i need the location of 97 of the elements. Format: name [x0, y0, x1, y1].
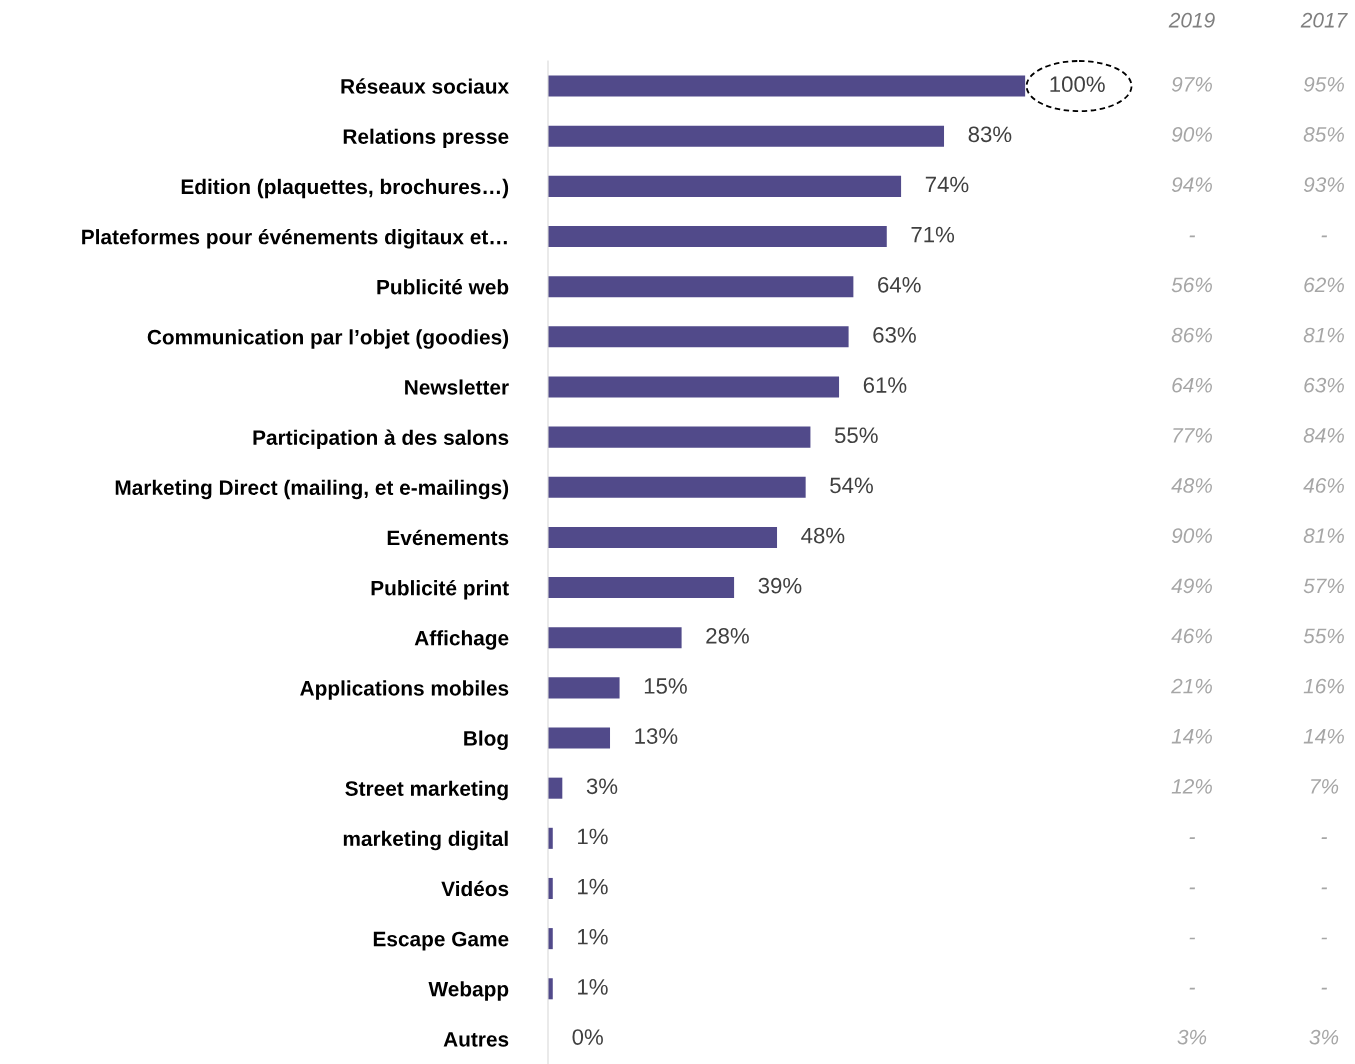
data-label: 83%	[968, 126, 1012, 143]
y-tick-label: Vidéos	[441, 880, 509, 897]
bar	[548, 526, 778, 548]
text: 48%	[1171, 478, 1212, 493]
text: 90%	[1171, 528, 1212, 544]
y-tick-label: Evénements	[387, 529, 509, 546]
text: -	[1189, 937, 1195, 940]
y-tick-label: Publicité print	[371, 579, 509, 600]
data-label: 3%	[586, 778, 618, 795]
text: 86%	[1171, 327, 1212, 343]
y-tick-label: Marketing Direct (mailing, et e-mailings)	[115, 479, 509, 500]
text: 97%	[1171, 76, 1212, 92]
data-label: 1%	[578, 878, 608, 895]
y-tick-label: marketing digital	[343, 830, 508, 851]
text: 16%	[1303, 678, 1344, 694]
y-tick-label: Webapp	[428, 981, 509, 1001]
text: 21%	[1171, 678, 1212, 694]
text: -	[1321, 235, 1327, 238]
data-label: 39%	[758, 577, 802, 594]
text: 77%	[1173, 428, 1212, 443]
data-label: 48%	[801, 527, 845, 544]
data-label: 54%	[830, 477, 873, 494]
data-label: 64%	[878, 276, 921, 293]
text: 64%	[1172, 377, 1212, 393]
y-tick-label: Plateformes pour événements digitaux et…	[82, 228, 507, 249]
y-tick-label: Applications mobiles	[300, 680, 509, 700]
bar	[548, 125, 945, 147]
y-tick-label: Réseaux sociaux	[341, 78, 509, 94]
y-tick-label: Autres	[443, 1032, 509, 1047]
data-label: 13%	[635, 728, 678, 744]
text: 93%	[1303, 177, 1344, 192]
text: -	[1189, 987, 1195, 990]
bar	[548, 376, 840, 398]
bar	[548, 326, 849, 348]
text: 90%	[1171, 127, 1212, 142]
text: 46%	[1303, 478, 1344, 493]
y-tick-label: Relations presse	[343, 128, 509, 149]
bar	[548, 476, 806, 498]
y-tick-label: Communication par l’objet (goodies)	[147, 329, 509, 349]
bar	[548, 577, 735, 599]
bar	[548, 426, 811, 448]
y-tick-label: Blog	[464, 730, 508, 750]
data-label: 100%	[1050, 76, 1105, 93]
y-tick-label: Street marketing	[345, 780, 508, 801]
text: 84%	[1303, 427, 1344, 443]
y-tick-label: Newsletter	[405, 379, 509, 395]
bar	[548, 627, 682, 649]
text: 2019	[1168, 12, 1215, 28]
bar	[548, 276, 854, 298]
bar	[548, 225, 887, 248]
text: 62%	[1304, 277, 1344, 293]
y-tick-label: Publicité web	[377, 278, 509, 295]
bar	[548, 75, 1026, 97]
y-tick-label: Affichage	[414, 630, 509, 650]
y-tick-label: Escape Game	[373, 931, 509, 951]
text: 14%	[1303, 728, 1344, 744]
data-label: 63%	[873, 327, 916, 343]
text: 63%	[1304, 377, 1344, 393]
data-label: 1%	[578, 828, 608, 845]
bar	[548, 677, 620, 699]
text: 49%	[1171, 578, 1212, 594]
text: 3%	[1309, 1029, 1339, 1045]
text: 81%	[1303, 327, 1344, 343]
text: 95%	[1303, 76, 1344, 92]
text: -	[1189, 887, 1195, 890]
text: 14%	[1171, 728, 1212, 744]
y-tick-label: Participation à des salons	[253, 429, 509, 450]
text: -	[1189, 235, 1195, 238]
text: 12%	[1171, 779, 1212, 794]
bar	[548, 175, 902, 197]
data-label: 1%	[578, 979, 608, 995]
data-label: 55%	[834, 427, 878, 444]
data-label: 74%	[925, 176, 969, 193]
data-label: 1%	[578, 928, 608, 945]
text: -	[1321, 987, 1327, 990]
data-label: 61%	[863, 377, 907, 393]
data-label: 15%	[644, 678, 687, 694]
text: 3%	[1177, 1029, 1207, 1045]
text: 55%	[1303, 628, 1344, 644]
data-label: 71%	[911, 226, 955, 243]
bar	[548, 727, 611, 749]
text: 7%	[1311, 779, 1339, 794]
text: -	[1189, 837, 1195, 839]
text: 56%	[1171, 277, 1212, 293]
text: 81%	[1303, 528, 1344, 544]
text: -	[1321, 937, 1327, 940]
text: 85%	[1303, 127, 1344, 142]
text: 2017	[1300, 12, 1348, 28]
data-label: 0%	[572, 1029, 603, 1045]
text: 57%	[1303, 578, 1344, 594]
y-tick-label: Edition (plaquettes, brochures…)	[181, 178, 509, 199]
text: -	[1321, 837, 1327, 839]
text: -	[1321, 887, 1327, 890]
data-label: 28%	[706, 627, 749, 644]
text: 94%	[1171, 177, 1212, 192]
text: 46%	[1171, 628, 1212, 644]
bar	[548, 777, 563, 799]
